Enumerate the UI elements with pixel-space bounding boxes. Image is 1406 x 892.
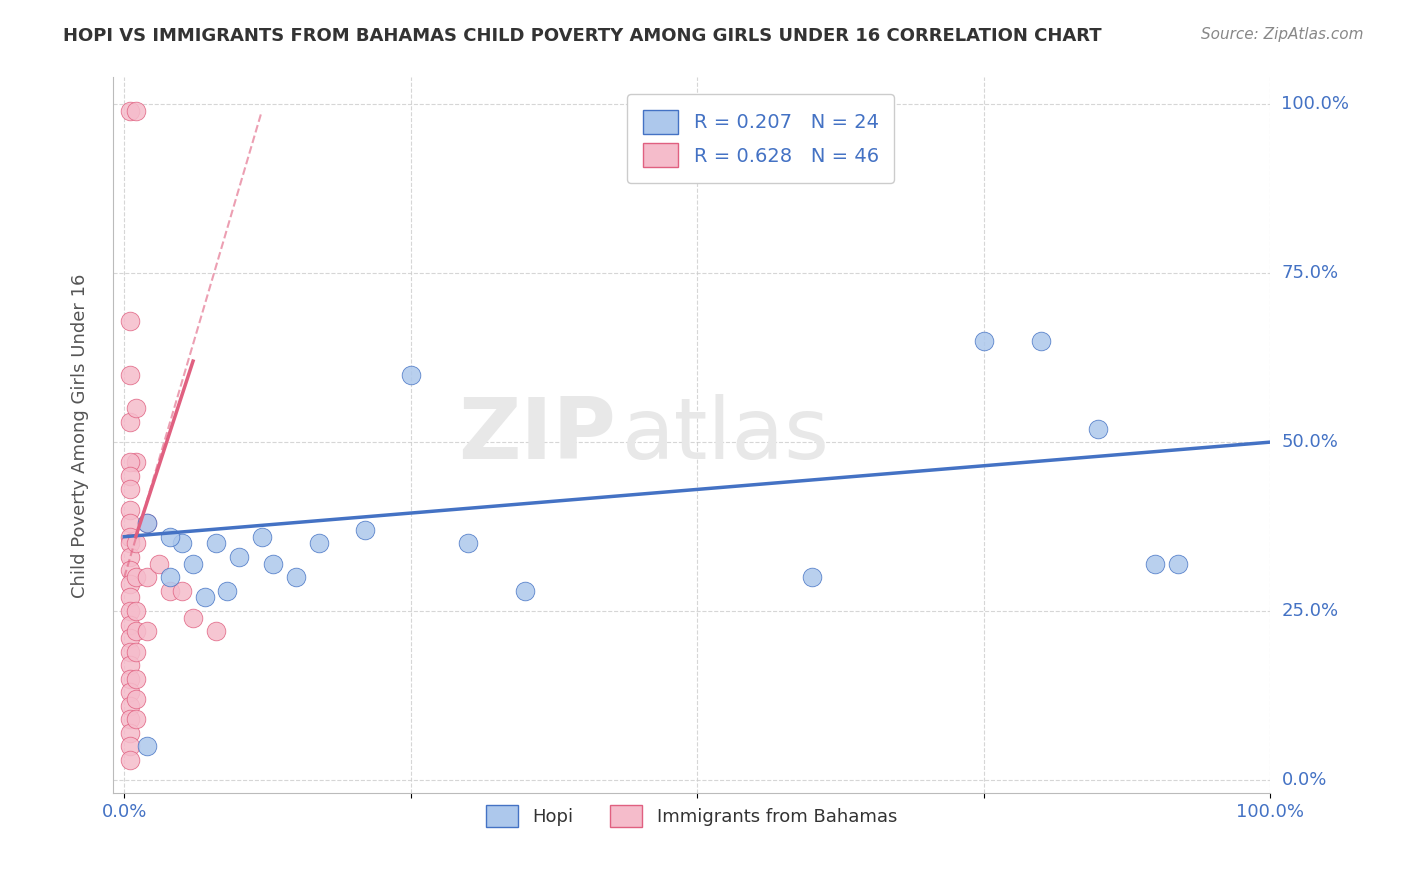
Point [118,698,141,713]
Point [217,583,239,598]
Point [118,753,141,767]
Point [136,624,159,639]
Point [1144,557,1167,571]
Point [118,415,141,429]
Point [125,624,148,639]
Y-axis label: Child Poverty Among Girls Under 16: Child Poverty Among Girls Under 16 [72,273,89,598]
Point [118,725,141,739]
Point [973,334,995,348]
Point [125,570,148,584]
Point [457,536,479,550]
Point [262,557,284,571]
Point [125,644,148,658]
Point [148,557,170,571]
Text: atlas: atlas [621,394,830,477]
Point [1029,334,1052,348]
Point [118,536,141,550]
Point [118,313,141,327]
Point [118,469,141,483]
Point [118,483,141,497]
Point [125,536,148,550]
Text: 75.0%: 75.0% [1281,264,1339,282]
Point [159,530,181,544]
Point [136,570,159,584]
Point [118,644,141,658]
Text: Source: ZipAtlas.com: Source: ZipAtlas.com [1201,27,1364,42]
Point [118,455,141,469]
Point [205,624,228,639]
Point [118,604,141,618]
Point [118,530,141,544]
Point [136,516,159,531]
Point [136,516,159,531]
Point [308,536,330,550]
Point [118,368,141,382]
Point [170,583,193,598]
Text: 50.0%: 50.0% [1281,434,1339,451]
Point [125,455,148,469]
Point [118,672,141,686]
Point [118,104,141,119]
Point [125,672,148,686]
Point [125,401,148,416]
Point [354,523,377,537]
Point [170,536,193,550]
Point [118,658,141,673]
Point [125,604,148,618]
Point [118,564,141,578]
Point [159,583,181,598]
Text: ZIP: ZIP [458,394,616,477]
Point [125,104,148,119]
Point [125,712,148,726]
Point [118,591,141,605]
Point [205,536,228,550]
Text: 0.0%: 0.0% [1281,771,1327,789]
Point [1087,422,1109,436]
Point [250,530,273,544]
Point [118,712,141,726]
Point [118,577,141,591]
Text: HOPI VS IMMIGRANTS FROM BAHAMAS CHILD POVERTY AMONG GIRLS UNDER 16 CORRELATION C: HOPI VS IMMIGRANTS FROM BAHAMAS CHILD PO… [63,27,1102,45]
Legend: Hopi, Immigrants from Bahamas: Hopi, Immigrants from Bahamas [478,798,904,834]
Point [181,557,204,571]
Point [285,570,308,584]
Point [118,502,141,516]
Text: 25.0%: 25.0% [1281,602,1339,620]
Point [118,685,141,699]
Point [118,617,141,632]
Point [118,516,141,531]
Point [1167,557,1189,571]
Point [228,549,250,564]
Point [515,583,537,598]
Point [118,549,141,564]
Point [118,739,141,753]
Point [159,570,181,584]
Point [800,570,823,584]
Point [399,368,422,382]
Point [181,611,204,625]
Point [193,591,215,605]
Point [118,631,141,645]
Point [125,691,148,706]
Point [136,739,159,753]
Text: 100.0%: 100.0% [1281,95,1350,113]
